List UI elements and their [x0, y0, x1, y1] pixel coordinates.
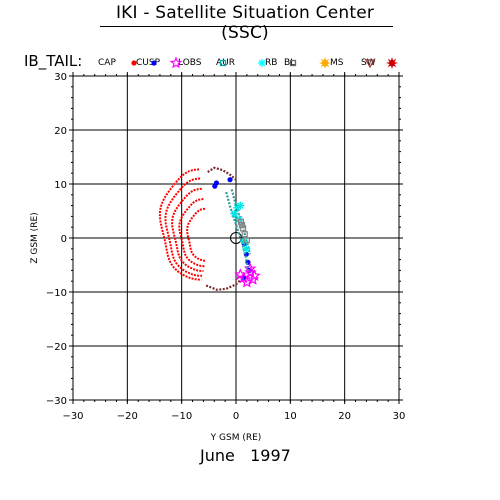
y-tick-label: 10 — [54, 180, 67, 191]
legend-label: CUSP — [136, 58, 161, 68]
bl-point — [238, 221, 246, 229]
legend-label: CAP — [98, 58, 116, 68]
bl-point — [243, 237, 251, 244]
asterisk-stroke — [231, 210, 238, 217]
cap-orbit-track — [158, 168, 202, 281]
cap-orbit-track — [164, 177, 203, 277]
legend-item-lobs: LOBS — [178, 58, 202, 68]
lobs-point — [234, 268, 247, 281]
series-aur — [225, 189, 252, 271]
legend-marker-rb — [258, 59, 266, 67]
asterisk-stroke — [237, 202, 244, 209]
x-tick-label: 0 — [233, 411, 239, 422]
legend-label: RB — [265, 58, 277, 68]
bl-point — [239, 225, 247, 232]
chart-title: IKI - Satellite Situation Center (SSC) — [115, 3, 375, 43]
legend-marker-lobs — [169, 56, 183, 69]
rb-point — [230, 209, 239, 218]
sw-orbit-track — [205, 279, 242, 291]
y-tick-label: −10 — [46, 288, 67, 299]
legend-marker-cusp — [151, 60, 157, 66]
legend-marker-aur — [219, 59, 227, 67]
legend-item-cap: CAP — [98, 58, 116, 68]
x-tick-label: −30 — [62, 411, 83, 422]
title-underline — [100, 26, 393, 27]
aur-orbit-track — [230, 189, 252, 255]
x-tick-label: −20 — [117, 411, 138, 422]
legend-label: BL — [284, 58, 295, 68]
cusp-point — [212, 183, 218, 189]
y-tick-label: 30 — [54, 72, 67, 83]
legend-label: MS — [330, 58, 344, 68]
cap-orbit-track — [186, 207, 207, 262]
rb-point — [242, 244, 251, 253]
legend: IB_TAIL: CAP CUSP LOBS AUR RB BL MS SW — [24, 52, 399, 71]
legend-title: IB_TAIL: — [24, 52, 82, 71]
asterisk-stroke — [258, 59, 266, 67]
y-axis-label: Z GSM (RE) — [30, 212, 40, 263]
legend-item-rb: RB — [265, 58, 277, 68]
y-tick-label: 0 — [61, 234, 67, 245]
series-bl — [237, 218, 251, 244]
y-tick-label: 20 — [54, 126, 67, 137]
legend-marker-ms — [318, 56, 332, 70]
lobs-point — [246, 273, 260, 285]
x-tick-label: −10 — [171, 411, 192, 422]
bl-point — [237, 218, 245, 225]
legend-label: LOBS — [178, 58, 202, 68]
x-tick-label: 10 — [284, 411, 297, 422]
aur-orbit-track — [225, 191, 250, 271]
x-tick-label: 30 — [393, 411, 406, 422]
date-label: June 1997 — [200, 446, 291, 465]
rb-point — [236, 201, 245, 210]
legend-marker-sw — [364, 59, 376, 69]
legend-marker-cap — [131, 60, 137, 66]
y-tick-label: −30 — [46, 396, 67, 407]
grid — [73, 76, 399, 400]
series-cap — [158, 168, 207, 281]
y-tick-label: −20 — [46, 342, 67, 353]
series-lobs — [234, 262, 261, 288]
cusp-point — [227, 177, 233, 183]
legend-marker-bl — [289, 59, 297, 67]
bl-point — [241, 231, 248, 238]
sw-orbit-track — [207, 166, 237, 181]
x-axis-label: Y GSM (RE) — [210, 433, 262, 443]
data-layer — [158, 166, 261, 291]
axes: −30 −20 −10 0 10 20 30 −30 −20 −10 0 10 20 30 Y GSM (R… — [30, 72, 405, 443]
cap-orbit-track — [171, 187, 204, 272]
series-sw — [205, 166, 242, 291]
legend-marker-extra — [385, 56, 399, 70]
x-tick-label: 20 — [338, 411, 351, 422]
legend-item-ms: MS — [330, 58, 344, 68]
legend-item-bl: BL — [284, 58, 295, 68]
legend-item-cusp: CUSP — [136, 58, 161, 68]
cap-orbit-track — [178, 198, 205, 268]
asterisk-stroke — [243, 245, 250, 253]
